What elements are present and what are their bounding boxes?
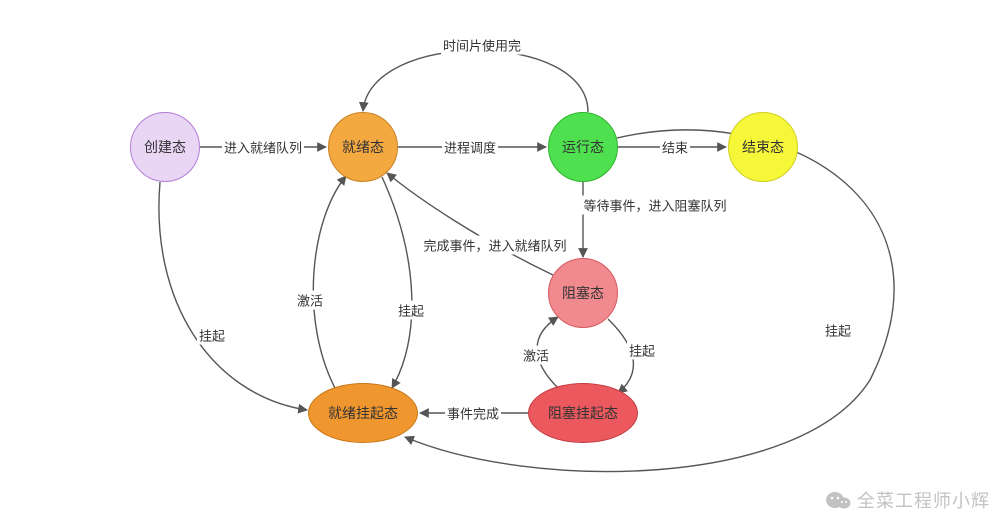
edge-label-running-ready_susp: 挂起 (823, 321, 853, 340)
edge-label-ready-ready_susp: 挂起 (396, 301, 426, 320)
edge-blocked-ready (387, 173, 553, 275)
edge-label-running-blocked: 等待事件，进入阻塞队列 (581, 196, 728, 215)
watermark: 全菜工程师小辉 (825, 487, 990, 513)
node-ready: 就绪态 (328, 112, 398, 182)
node-ready_susp: 就绪挂起态 (308, 383, 418, 443)
edge-label-blocked_susp-ready_susp: 事件完成 (445, 404, 501, 423)
edge-running-ready (363, 50, 588, 112)
edge-create-ready_susp (159, 182, 307, 410)
node-blocked: 阻塞态 (548, 258, 618, 328)
node-running: 运行态 (548, 112, 618, 182)
edge-label-running-end: 结束 (660, 138, 690, 157)
edge-label-running-ready: 时间片使用完 (441, 36, 523, 55)
edges-layer (0, 0, 1008, 527)
edge-label-blocked_susp-blocked: 激活 (521, 346, 551, 365)
edge-label-blocked-blocked_susp: 挂起 (627, 341, 657, 360)
edge-label-create-ready_susp: 挂起 (197, 326, 227, 345)
watermark-text: 全菜工程师小辉 (857, 487, 990, 513)
edge-label-ready-running: 进程调度 (442, 138, 498, 157)
node-end: 结束态 (728, 112, 798, 182)
node-create: 创建态 (130, 112, 200, 182)
edge-ready-ready_susp (382, 177, 412, 388)
edge-label-ready_susp-ready: 激活 (295, 291, 325, 310)
node-blocked_susp: 阻塞挂起态 (528, 383, 638, 443)
edge-label-create-ready: 进入就绪队列 (222, 138, 304, 157)
edge-ready_susp-ready (313, 176, 346, 388)
edge-label-blocked-ready: 完成事件，进入就绪队列 (421, 236, 568, 255)
